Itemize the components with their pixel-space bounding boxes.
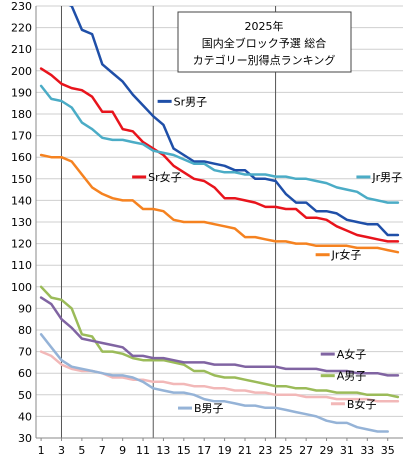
x-tick-label: 25 [279,444,293,457]
series-line-2 [39,67,400,243]
series-line-8 [39,333,389,433]
x-axis: 1 3 5 7 9 11 13 15 17 19 21 23 25 27 29 31 33 35 [36,437,403,457]
y-tick-label: 100 [11,281,32,294]
y-tick-label: 30 [18,432,32,445]
x-tick-label: 23 [258,444,272,457]
x-tick-label: 7 [99,444,106,457]
series-line-3 [39,84,400,204]
series-label-8: B男子 [178,402,224,415]
y-tick-label: 210 [11,43,32,56]
x-tick-label: 9 [119,444,126,457]
y-tick-label: 230 [11,0,32,13]
x-tick-label: 3 [58,444,65,457]
x-tick-label: 27 [299,444,313,457]
series-line-5 [39,285,400,399]
series-label-4: Jr女子 [315,248,362,262]
series-label-3: Jr男子 [356,171,402,184]
title-line-3: カテゴリー別得点ランキング [193,53,336,67]
x-tick-label: 1 [38,444,45,457]
y-tick-label: 50 [18,389,32,402]
legend-label: Jr女子 [331,248,362,262]
x-tick-label: 35 [381,444,395,457]
x-tick-label: 15 [177,444,191,457]
x-tick-label: 29 [320,444,334,457]
x-tick-label: 17 [197,444,211,457]
legend-label: Jr男子 [371,171,402,184]
series-label-7: B女子 [330,397,377,411]
y-tick-label: 190 [11,86,32,99]
title-frame [177,11,352,73]
series-group [39,6,400,433]
x-tick-label: 13 [156,444,170,457]
y-tick-label: 200 [11,65,32,78]
y-tick-label: 140 [11,194,32,207]
legend-label: B女子 [347,397,377,411]
legend-label: Sr男子 [174,95,208,108]
y-tick-label: 160 [11,151,32,164]
legend-label: A男子 [337,370,367,383]
x-tick-label: 5 [78,444,85,457]
y-tick-label: 170 [11,130,32,143]
y-tick-label: 70 [18,346,32,359]
series-labels: Sr男子 Sr女子 Jr男子 Jr女子 A女子 A男子 B女子 B男子 [132,95,402,415]
x-tick-label: 21 [238,444,252,457]
series-label-5: A女子 [320,347,367,361]
x-tick-label: 11 [136,444,150,457]
series-line-4 [39,153,400,254]
y-tick-label: 110 [11,259,32,272]
y-axis: 30 40 50 60 70 80 90 100 110 120 130 140 150 160 170 18… [11,0,37,445]
legend-label: Sr女子 [148,170,182,184]
legend-label: A女子 [337,347,367,361]
x-tick-label: 19 [218,444,232,457]
series-label-6: A男子 [320,370,367,383]
series-label-2: Sr女子 [132,170,182,184]
y-tick-label: 180 [11,108,32,121]
series-label-1: Sr男子 [157,95,208,108]
x-tick-label: 31 [340,444,354,457]
y-tick-label: 90 [18,302,32,315]
x-tick-label: 33 [360,444,374,457]
y-tick-label: 40 [18,410,32,423]
y-tick-label: 80 [18,324,32,337]
chart-title-box: 2025年 国内全ブロック予選 総合 カテゴリー別得点ランキング [177,11,352,73]
legend-label: B男子 [194,402,224,415]
y-tick-label: 220 [11,22,32,35]
series-line-1 [68,6,400,237]
y-tick-label: 60 [18,367,32,380]
title-line-1: 2025年 [245,19,284,33]
title-line-2: 国内全ブロック予選 総合 [202,36,327,50]
y-tick-label: 150 [11,173,32,186]
series-line-6 [39,296,400,377]
y-tick-label: 120 [11,238,32,251]
y-tick-label: 130 [11,216,32,229]
